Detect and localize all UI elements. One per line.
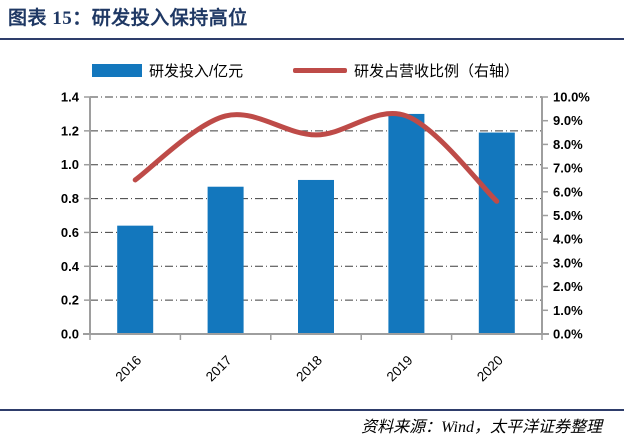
left-axis-label: 1.2: [61, 123, 79, 138]
left-axis-label: 1.0: [61, 157, 79, 172]
legend-item-line-series: 研发占营收比例（右轴）: [293, 57, 519, 83]
x-axis-label: 2018: [293, 353, 325, 385]
legend-item-bar-series: 研发投入/亿元: [92, 57, 243, 83]
right-axis-label: 6.0%: [553, 184, 583, 199]
right-axis-label: 4.0%: [553, 232, 583, 247]
figure-title: 图表 15：研发投入保持高位: [8, 8, 248, 29]
bar-series-label: 研发投入/亿元: [149, 62, 244, 80]
source-note: 资料来源：Wind，太平洋证券整理: [361, 419, 602, 436]
line-series-label: 研发占营收比例（右轴）: [354, 62, 520, 80]
bar-2020: [478, 132, 515, 334]
left-axis-label: 0.8: [61, 191, 79, 206]
x-axis-label: 2020: [474, 353, 506, 385]
bar-2019: [388, 113, 425, 334]
left-axis-label: 0.2: [61, 293, 79, 308]
x-axis-label: 2019: [384, 353, 416, 385]
right-axis-label: 0.0%: [553, 327, 583, 342]
bar-2018: [298, 179, 334, 334]
x-axis-label: 2016: [112, 353, 144, 385]
right-axis-label: 2.0%: [553, 279, 583, 294]
line-series-swatch: [293, 67, 347, 73]
right-axis-label: 5.0%: [553, 208, 583, 223]
left-axis-label: 1.4: [61, 90, 80, 105]
left-axis-label: 0.0: [61, 327, 79, 342]
bar-2016: [117, 225, 154, 334]
right-axis-label: 9.0%: [553, 113, 583, 128]
right-axis-label: 10.0%: [553, 90, 590, 105]
chart-legend: 研发投入/亿元 研发占营收比例（右轴）: [0, 57, 624, 83]
ratio-line: [132, 111, 500, 204]
right-axis-label: 8.0%: [553, 137, 583, 152]
right-axis-label: 1.0%: [553, 303, 583, 318]
title-divider-rule: [0, 38, 624, 40]
right-axis-label: 7.0%: [553, 161, 583, 176]
left-axis-label: 0.4: [61, 259, 80, 274]
bar-2017: [207, 186, 244, 334]
footer-divider-rule: [0, 409, 624, 411]
left-axis-label: 0.6: [61, 225, 79, 240]
bar-series-swatch: [92, 63, 142, 77]
combo-chart: 0.0 0.2 0.4 0.6 0.8 1.0 1.2 1.4 0.0% 1.0% 2.0% 3.0%…: [61, 90, 590, 385]
x-axis-label: 2017: [203, 353, 235, 385]
right-axis-label: 3.0%: [553, 255, 583, 270]
